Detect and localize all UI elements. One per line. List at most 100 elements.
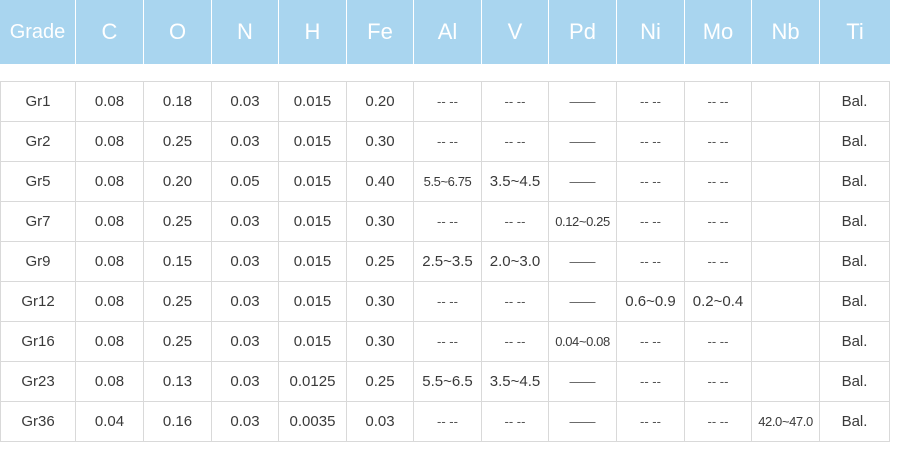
cell-al: -- -- (414, 82, 482, 122)
cell-h: 0.015 (279, 322, 347, 362)
header-n: N (212, 0, 279, 64)
cell-ni: -- -- (617, 162, 685, 202)
cell-mo: -- -- (685, 202, 752, 242)
cell-n: 0.03 (212, 242, 279, 282)
table-row: Gr23 0.08 0.13 0.03 0.0125 0.25 5.5~6.5 3.5~4.5… (0, 362, 890, 402)
cell-al: -- -- (414, 282, 482, 322)
cell-ni: -- -- (617, 82, 685, 122)
cell-h: 0.015 (279, 122, 347, 162)
cell-al: -- -- (414, 122, 482, 162)
cell-mo: -- -- (685, 122, 752, 162)
cell-c: 0.08 (76, 162, 144, 202)
table-row: Gr36 0.04 0.16 0.03 0.0035 0.03 -- -- -- -- —— --… (0, 402, 890, 442)
cell-n: 0.03 (212, 322, 279, 362)
header-h: H (279, 0, 347, 64)
cell-ti: Bal. (820, 202, 890, 242)
cell-o: 0.20 (144, 162, 212, 202)
cell-o: 0.25 (144, 202, 212, 242)
table-row: Gr7 0.08 0.25 0.03 0.015 0.30 -- -- -- -- 0.12~0… (0, 202, 890, 242)
table-row: Gr16 0.08 0.25 0.03 0.015 0.30 -- -- -- -- 0.04~… (0, 322, 890, 362)
cell-fe: 0.30 (347, 202, 414, 242)
cell-ni: -- -- (617, 362, 685, 402)
cell-nb: 42.0~47.0 (752, 402, 820, 442)
cell-c: 0.08 (76, 122, 144, 162)
cell-mo: -- -- (685, 362, 752, 402)
cell-al: -- -- (414, 202, 482, 242)
cell-n: 0.03 (212, 362, 279, 402)
cell-fe: 0.30 (347, 322, 414, 362)
cell-pd: —— (549, 122, 617, 162)
grade-cell: Gr12 (0, 282, 76, 322)
cell-ti: Bal. (820, 362, 890, 402)
cell-ti: Bal. (820, 162, 890, 202)
cell-al: 5.5~6.75 (414, 162, 482, 202)
cell-v: -- -- (482, 122, 549, 162)
cell-nb (752, 362, 820, 402)
header-fe: Fe (347, 0, 414, 64)
cell-mo: -- -- (685, 82, 752, 122)
cell-c: 0.08 (76, 202, 144, 242)
cell-pd: —— (549, 82, 617, 122)
cell-h: 0.015 (279, 282, 347, 322)
cell-ti: Bal. (820, 402, 890, 442)
cell-v: 3.5~4.5 (482, 362, 549, 402)
grade-cell: Gr16 (0, 322, 76, 362)
cell-o: 0.25 (144, 282, 212, 322)
table-body: Gr1 0.08 0.18 0.03 0.015 0.20 -- -- -- -- —— -- -… (0, 64, 890, 442)
table-row: Gr5 0.08 0.20 0.05 0.015 0.40 5.5~6.75 3.5~4.5—… (0, 162, 890, 202)
cell-v: -- -- (482, 322, 549, 362)
cell-o: 0.25 (144, 322, 212, 362)
cell-h: 0.0035 (279, 402, 347, 442)
table-row: Gr1 0.08 0.18 0.03 0.015 0.20 -- -- -- -- —— -- -… (0, 82, 890, 122)
cell-h: 0.015 (279, 202, 347, 242)
cell-mo: -- -- (685, 162, 752, 202)
header-spacer (0, 64, 890, 82)
cell-nb (752, 242, 820, 282)
cell-mo: -- -- (685, 322, 752, 362)
table-row: Gr2 0.08 0.25 0.03 0.015 0.30 -- -- -- -- —— -- -… (0, 122, 890, 162)
cell-al: 2.5~3.5 (414, 242, 482, 282)
cell-c: 0.08 (76, 322, 144, 362)
cell-fe: 0.30 (347, 282, 414, 322)
cell-h: 0.015 (279, 82, 347, 122)
cell-ni: -- -- (617, 322, 685, 362)
cell-n: 0.03 (212, 82, 279, 122)
table-row: Gr9 0.08 0.15 0.03 0.015 0.25 2.5~3.5 2.0~3.0 ——… (0, 242, 890, 282)
grade-cell: Gr2 (0, 122, 76, 162)
cell-fe: 0.40 (347, 162, 414, 202)
cell-o: 0.13 (144, 362, 212, 402)
header-al: Al (414, 0, 482, 64)
cell-fe: 0.30 (347, 122, 414, 162)
cell-n: 0.03 (212, 282, 279, 322)
cell-c: 0.08 (76, 242, 144, 282)
cell-o: 0.15 (144, 242, 212, 282)
cell-n: 0.03 (212, 122, 279, 162)
cell-pd: 0.12~0.25 (549, 202, 617, 242)
cell-al: -- -- (414, 402, 482, 442)
cell-h: 0.015 (279, 162, 347, 202)
cell-n: 0.05 (212, 162, 279, 202)
cell-v: 3.5~4.5 (482, 162, 549, 202)
header-c: C (76, 0, 144, 64)
cell-ni: 0.6~0.9 (617, 282, 685, 322)
header-pd: Pd (549, 0, 617, 64)
cell-mo: 0.2~0.4 (685, 282, 752, 322)
cell-ni: -- -- (617, 402, 685, 442)
header-row: Grade C O N H Fe Al V Pd Ni Mo Nb Ti (0, 0, 890, 64)
cell-fe: 0.25 (347, 362, 414, 402)
grade-cell: Gr9 (0, 242, 76, 282)
cell-ti: Bal. (820, 122, 890, 162)
cell-nb (752, 282, 820, 322)
cell-ti: Bal. (820, 82, 890, 122)
cell-o: 0.18 (144, 82, 212, 122)
grade-cell: Gr7 (0, 202, 76, 242)
header-nb: Nb (752, 0, 820, 64)
cell-o: 0.16 (144, 402, 212, 442)
cell-ti: Bal. (820, 282, 890, 322)
cell-h: 0.0125 (279, 362, 347, 402)
cell-mo: -- -- (685, 242, 752, 282)
cell-v: 2.0~3.0 (482, 242, 549, 282)
cell-v: -- -- (482, 402, 549, 442)
cell-c: 0.08 (76, 82, 144, 122)
grade-cell: Gr1 (0, 82, 76, 122)
